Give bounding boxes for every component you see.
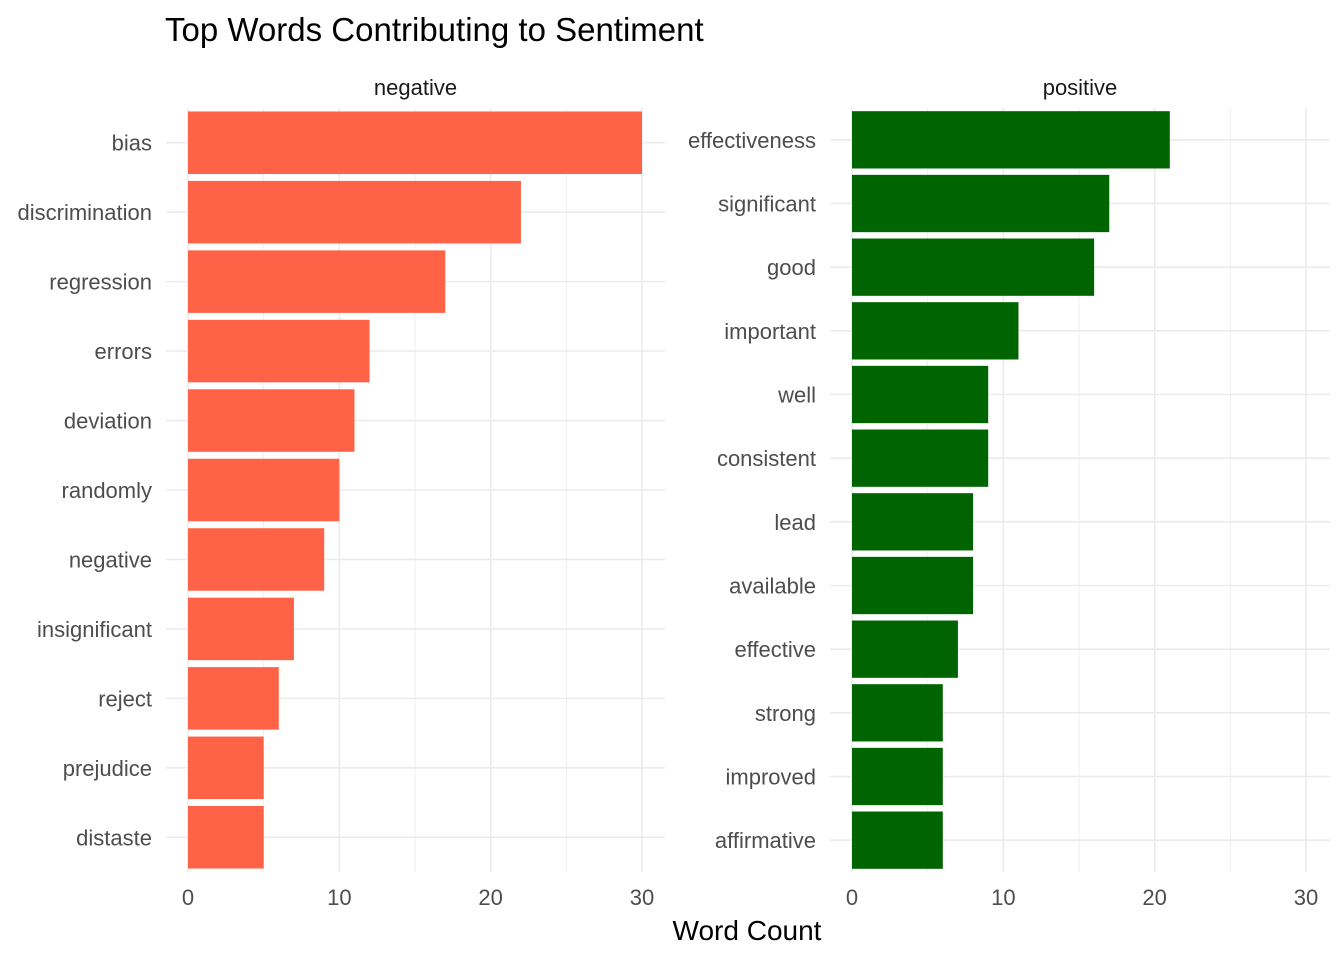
bar-important (852, 302, 1019, 360)
x-tick-label: 20 (478, 885, 502, 910)
bar-effectiveness (852, 111, 1170, 169)
bar-lead (852, 493, 974, 551)
bar-consistent (852, 429, 989, 487)
y-tick-label: good (767, 255, 816, 280)
x-axis-label: Word Count (673, 915, 822, 946)
y-tick-label: consistent (717, 446, 816, 471)
y-tick-label: randomly (62, 478, 152, 503)
x-tick-label: 10 (991, 885, 1015, 910)
bar-randomly (188, 458, 340, 522)
bar-effective (852, 620, 958, 678)
y-tick-label: negative (69, 547, 152, 572)
y-tick-label: regression (49, 270, 152, 295)
y-tick-label: effectiveness (688, 128, 816, 153)
x-tick-label: 20 (1142, 885, 1166, 910)
y-tick-label: prejudice (63, 756, 152, 781)
x-tick-label: 30 (630, 885, 654, 910)
facet-positive: effectiveness significant good important wel… (688, 75, 1330, 910)
x-tick-label: 0 (182, 885, 194, 910)
facet-strip-label: negative (374, 75, 457, 100)
y-tick-label: discrimination (18, 200, 153, 225)
y-tick-label: reject (98, 686, 152, 711)
y-tick-label: errors (95, 339, 152, 364)
y-tick-label: effective (734, 637, 816, 662)
y-tick-label: important (724, 319, 816, 344)
y-tick-label: strong (755, 701, 816, 726)
bar-deviation (188, 389, 355, 452)
bar-reject (188, 667, 279, 730)
facet-negative: bias discrimination regression errors deviat… (18, 75, 665, 910)
chart-title: Top Words Contributing to Sentiment (165, 11, 704, 48)
x-tick-label: 30 (1294, 885, 1318, 910)
y-tick-label: deviation (64, 409, 152, 434)
y-tick-label: lead (774, 510, 816, 535)
bar-available (852, 556, 974, 615)
bar-regression (188, 250, 446, 313)
x-tick-label: 0 (846, 885, 858, 910)
bar-well (852, 365, 989, 424)
y-tick-label: affirmative (715, 828, 816, 853)
bar-negative (188, 528, 325, 591)
bar-distaste (188, 806, 264, 869)
y-tick-label: available (729, 574, 816, 599)
y-tick-label: bias (112, 131, 152, 156)
bar-affirmative (852, 811, 943, 869)
bar-significant (852, 174, 1110, 233)
bar-bias (188, 111, 642, 174)
bar-good (852, 238, 1095, 296)
bar-insignificant (188, 597, 294, 661)
facet-strip-label: positive (1043, 75, 1118, 100)
y-tick-label: improved (726, 765, 816, 790)
x-tick-label: 10 (327, 885, 351, 910)
bar-errors (188, 319, 370, 383)
y-tick-label: distaste (76, 825, 152, 850)
y-tick-label: significant (718, 192, 816, 217)
bar-improved (852, 747, 943, 806)
y-tick-label: insignificant (37, 617, 152, 642)
bar-strong (852, 684, 943, 742)
bar-discrimination (188, 180, 521, 244)
bar-prejudice (188, 736, 264, 800)
y-tick-label: well (777, 383, 816, 408)
